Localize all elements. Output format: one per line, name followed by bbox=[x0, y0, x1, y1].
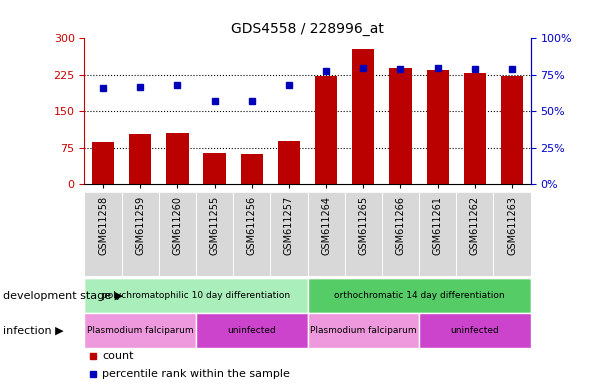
Bar bbox=[308, 313, 419, 348]
Bar bbox=[84, 192, 122, 276]
Title: GDS4558 / 228996_at: GDS4558 / 228996_at bbox=[231, 22, 384, 36]
Bar bbox=[241, 154, 263, 184]
Text: polychromatophilic 10 day differentiation: polychromatophilic 10 day differentiatio… bbox=[102, 291, 290, 300]
Text: GSM611256: GSM611256 bbox=[247, 196, 257, 255]
Text: GSM611259: GSM611259 bbox=[135, 196, 145, 255]
Bar bbox=[352, 49, 374, 184]
Bar bbox=[419, 313, 531, 348]
Bar bbox=[122, 192, 159, 276]
Text: uninfected: uninfected bbox=[450, 326, 499, 335]
Bar bbox=[278, 141, 300, 184]
Text: GSM611260: GSM611260 bbox=[172, 196, 182, 255]
Bar bbox=[464, 73, 486, 184]
Text: orthochromatic 14 day differentiation: orthochromatic 14 day differentiation bbox=[334, 291, 504, 300]
Bar bbox=[308, 278, 531, 313]
Text: GSM611257: GSM611257 bbox=[284, 196, 294, 255]
Text: infection ▶: infection ▶ bbox=[3, 325, 64, 335]
Bar bbox=[233, 192, 270, 276]
Text: count: count bbox=[103, 351, 134, 361]
Text: percentile rank within the sample: percentile rank within the sample bbox=[103, 369, 290, 379]
Bar bbox=[129, 134, 151, 184]
Text: development stage ▶: development stage ▶ bbox=[3, 291, 123, 301]
Text: GSM611264: GSM611264 bbox=[321, 196, 331, 255]
Bar bbox=[308, 192, 345, 276]
Bar bbox=[92, 142, 114, 184]
Bar bbox=[426, 70, 449, 184]
Text: GSM611266: GSM611266 bbox=[396, 196, 405, 255]
Text: Plasmodium falciparum: Plasmodium falciparum bbox=[310, 326, 417, 335]
Text: GSM611263: GSM611263 bbox=[507, 196, 517, 255]
Bar bbox=[419, 192, 456, 276]
Bar bbox=[493, 192, 531, 276]
Bar bbox=[390, 68, 412, 184]
Text: GSM611262: GSM611262 bbox=[470, 196, 480, 255]
Bar bbox=[196, 313, 308, 348]
Text: GSM611258: GSM611258 bbox=[98, 196, 108, 255]
Text: GSM611265: GSM611265 bbox=[358, 196, 368, 255]
Text: GSM611261: GSM611261 bbox=[433, 196, 443, 255]
Bar bbox=[456, 192, 493, 276]
Bar bbox=[203, 153, 226, 184]
Bar bbox=[196, 192, 233, 276]
Bar bbox=[382, 192, 419, 276]
Bar bbox=[84, 313, 196, 348]
Bar bbox=[345, 192, 382, 276]
Bar bbox=[315, 76, 337, 184]
Text: Plasmodium falciparum: Plasmodium falciparum bbox=[87, 326, 194, 335]
Bar bbox=[166, 133, 189, 184]
Text: uninfected: uninfected bbox=[227, 326, 276, 335]
Bar bbox=[501, 76, 523, 184]
Text: GSM611255: GSM611255 bbox=[210, 196, 219, 255]
Bar bbox=[159, 192, 196, 276]
Bar bbox=[84, 278, 308, 313]
Bar bbox=[270, 192, 308, 276]
